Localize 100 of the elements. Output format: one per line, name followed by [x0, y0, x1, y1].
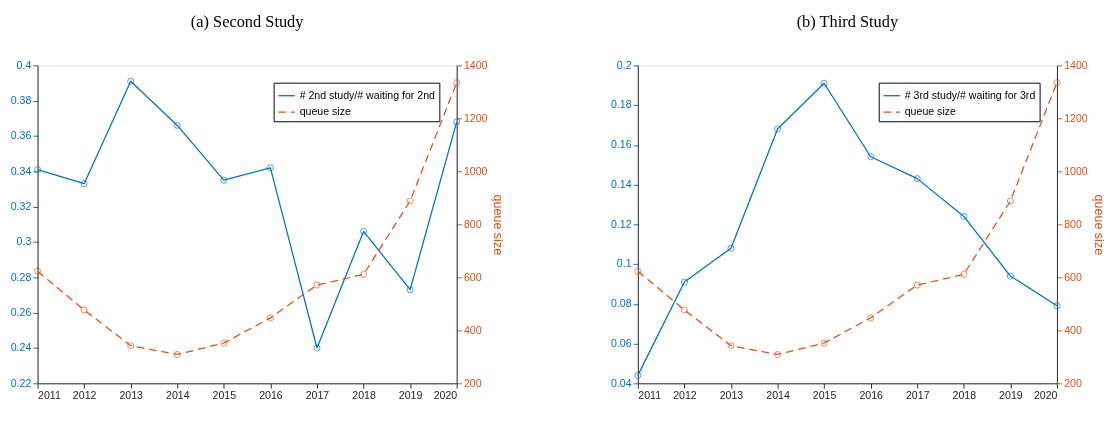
y2-tick-label: 1400: [463, 58, 488, 71]
y2-tick-label: 200: [463, 376, 482, 389]
point: [80, 180, 88, 188]
point: [867, 153, 875, 161]
point: [406, 197, 414, 205]
x-tick-label: 2020: [433, 389, 458, 402]
point: [453, 79, 461, 87]
point: [727, 342, 735, 350]
y2-axis-title: queue size: [491, 194, 506, 256]
legend-label: queue size: [299, 104, 351, 117]
x-tick-label: 2013: [719, 389, 744, 402]
point: [820, 79, 828, 87]
point: [34, 267, 42, 275]
point: [313, 344, 321, 352]
y-tick-label: 0.28: [10, 270, 32, 283]
x-tick-label: 2014: [165, 389, 190, 402]
y2-tick-label: 1000: [463, 164, 488, 177]
x-tick-label: 2015: [212, 389, 237, 402]
x-tick-label: 2012: [72, 389, 97, 402]
point: [220, 339, 228, 347]
point: [453, 118, 461, 126]
legend-label: # 3rd study/# waiting for 3rd: [904, 88, 1036, 101]
y-tick-label: 0.22: [10, 376, 32, 389]
point: [727, 244, 735, 252]
y-tick-label: 0.36: [10, 129, 32, 142]
y2-axis-title: queue size: [1091, 194, 1106, 256]
x-tick-label: 2013: [119, 389, 144, 402]
y-tick-label: 0.1: [616, 257, 632, 270]
point: [913, 281, 921, 289]
y2-tick-label: 600: [1064, 270, 1082, 283]
y-tick-label: 0.18: [610, 98, 632, 111]
y-tick-label: 0.32: [10, 200, 32, 213]
y2-tick-label: 200: [1064, 376, 1082, 389]
y-tick-label: 0.06: [610, 336, 632, 349]
x-tick-label: 2019: [999, 389, 1023, 402]
y-tick-label: 0.24: [10, 341, 32, 354]
point: [913, 175, 921, 183]
point: [127, 77, 135, 85]
chart-title: (a) Second Study: [190, 11, 305, 31]
point: [1006, 197, 1014, 205]
point: [173, 350, 181, 358]
y2-tick-label: 400: [463, 323, 482, 336]
x-tick-label: 2011: [38, 389, 61, 402]
x-tick-label: 2017: [905, 389, 930, 402]
y-tick-label: 0.38: [10, 94, 32, 107]
y-tick-label: 0.2: [616, 58, 632, 71]
y-tick-label: 0.3: [16, 235, 32, 248]
point: [313, 281, 321, 289]
y2-tick-label: 1200: [1064, 111, 1088, 124]
point: [774, 125, 782, 133]
x-tick-label: 2019: [398, 389, 423, 402]
point: [360, 270, 368, 278]
y-tick-label: 0.04: [610, 376, 632, 389]
x-tick-label: 2011: [638, 389, 662, 402]
point: [80, 306, 88, 314]
point: [634, 371, 642, 379]
y-tick-label: 0.08: [610, 297, 632, 310]
x-tick-label: 2016: [859, 389, 884, 402]
y-tick-label: 0.34: [10, 164, 32, 177]
y-tick-label: 0.4: [16, 58, 32, 71]
y-tick-label: 0.12: [610, 217, 632, 230]
point: [680, 278, 688, 286]
legend-label: # 2nd study/# waiting for 2nd: [299, 88, 436, 101]
point: [220, 176, 228, 184]
y2-tick-label: 800: [463, 217, 482, 230]
y2-tick-label: 800: [1064, 217, 1082, 230]
x-tick-label: 2018: [952, 389, 977, 402]
y2-tick-label: 1200: [463, 111, 488, 124]
point: [406, 286, 414, 294]
x-tick-label: 2017: [305, 389, 330, 402]
point: [867, 314, 875, 322]
point: [173, 121, 181, 129]
x-tick-label: 2018: [352, 389, 376, 402]
y2-tick-label: 1400: [1064, 58, 1088, 71]
point: [127, 342, 135, 350]
point: [634, 267, 642, 275]
point: [960, 270, 968, 278]
y-tick-label: 0.14: [610, 177, 632, 190]
y2-tick-label: 1000: [1064, 164, 1088, 177]
y2-tick-label: 400: [1064, 323, 1082, 336]
x-tick-label: 2012: [673, 389, 697, 402]
point: [1006, 272, 1014, 280]
point: [266, 314, 274, 322]
y2-tick-label: 600: [463, 270, 482, 283]
point: [680, 306, 688, 314]
point: [774, 350, 782, 358]
point: [960, 212, 968, 220]
y-tick-label: 0.26: [10, 306, 32, 319]
x-tick-label: 2020: [1033, 389, 1058, 402]
chart-title: (b) Third Study: [796, 11, 899, 31]
point: [266, 164, 274, 172]
point: [1053, 79, 1061, 87]
legend-label: queue size: [904, 104, 957, 117]
x-tick-label: 2014: [766, 389, 790, 402]
y-tick-label: 0.16: [610, 138, 632, 151]
x-tick-label: 2015: [812, 389, 837, 402]
point: [820, 339, 828, 347]
point: [1053, 302, 1061, 310]
point: [360, 227, 368, 235]
x-tick-label: 2016: [259, 389, 283, 402]
